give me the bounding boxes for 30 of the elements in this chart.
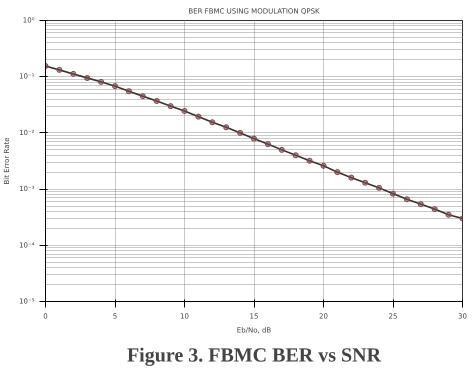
point bbox=[334, 169, 340, 176]
point bbox=[209, 119, 216, 126]
point bbox=[348, 174, 354, 181]
point bbox=[140, 93, 146, 100]
point bbox=[112, 83, 118, 90]
point bbox=[251, 136, 257, 142]
point bbox=[182, 108, 188, 114]
point bbox=[237, 130, 244, 136]
point bbox=[320, 162, 326, 169]
caption: Figure 3. FBMC BER vs SNR bbox=[126, 344, 382, 366]
point bbox=[376, 184, 382, 191]
point bbox=[432, 206, 438, 212]
point bbox=[278, 146, 285, 153]
point bbox=[223, 124, 230, 130]
point bbox=[154, 98, 160, 104]
point bbox=[390, 190, 396, 197]
point bbox=[126, 88, 132, 94]
point bbox=[98, 78, 104, 85]
point bbox=[84, 74, 90, 81]
point bbox=[56, 66, 62, 73]
point bbox=[70, 70, 76, 77]
point bbox=[404, 196, 410, 202]
point bbox=[168, 103, 174, 110]
point bbox=[264, 141, 271, 148]
point bbox=[306, 158, 313, 164]
point bbox=[195, 114, 202, 120]
point bbox=[362, 180, 368, 186]
point bbox=[418, 201, 424, 208]
point bbox=[446, 212, 452, 218]
point bbox=[292, 152, 299, 158]
